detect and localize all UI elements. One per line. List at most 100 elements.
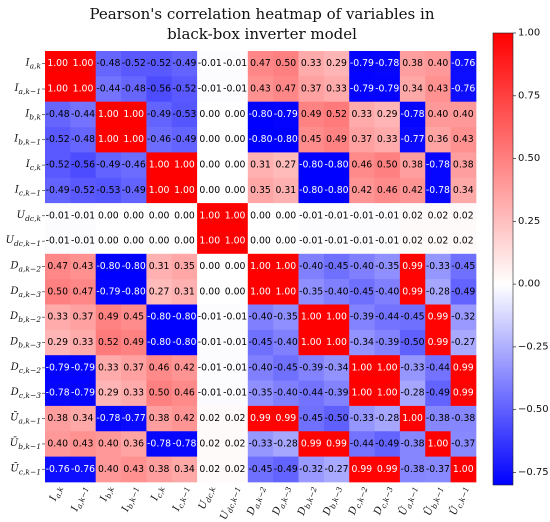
cell-value-label: 0.99 xyxy=(453,388,474,399)
heatmap-cell xyxy=(273,203,299,229)
heatmap-cells: 1.00 1.00 -0.48 -0.52 -0.52 -0.49 -0.01 -0.01 0.… xyxy=(45,51,477,483)
heatmap-cell xyxy=(425,405,451,432)
heatmap-cell xyxy=(247,329,274,356)
cell-value-label: 0.00 xyxy=(199,134,220,145)
heatmap-cell xyxy=(399,431,426,457)
heatmap-cell xyxy=(146,177,173,204)
cell-value-label: 0.00 xyxy=(225,185,246,196)
cell-value-label: 0.42 xyxy=(352,185,373,196)
row-label: Dc,k−3 xyxy=(10,387,41,400)
row-label: Da,k−3 xyxy=(10,285,42,298)
heatmap-cell xyxy=(45,405,71,432)
cell-value-label: -0.45 xyxy=(248,337,272,348)
cell-value-label: 0.27 xyxy=(275,160,296,171)
cell-value-label: 0.43 xyxy=(428,84,449,95)
label-subscript: a,k−3 xyxy=(19,289,42,298)
heatmap-cell xyxy=(450,456,477,483)
colorbar-tick-label: 0.50 xyxy=(518,153,540,164)
heatmap-cell xyxy=(450,405,477,432)
cell-value-label: 0.99 xyxy=(326,438,347,449)
label-base: D xyxy=(10,285,19,296)
heatmap-cell xyxy=(197,304,223,331)
cell-value-label: -0.79 xyxy=(46,362,70,373)
colorbar-tick-label: −0.75 xyxy=(518,467,549,478)
label-subscript: dc,k xyxy=(25,213,41,222)
heatmap-cell xyxy=(70,203,97,229)
heatmap-cell xyxy=(222,431,249,457)
heatmap-cell xyxy=(349,279,375,305)
cell-value-label: 0.99 xyxy=(377,464,398,475)
cell-value-label: -0.01 xyxy=(46,210,70,221)
heatmap-cell xyxy=(197,152,223,179)
label-subscript: a,k−2 xyxy=(19,264,42,273)
cell-value-label: -0.80 xyxy=(172,312,196,323)
label-subscript: b,k−1 xyxy=(18,441,41,450)
column-label: Db,k−3 xyxy=(321,484,344,519)
cell-value-label: 0.02 xyxy=(225,413,246,424)
label-base: I xyxy=(48,494,60,503)
heatmap-cell xyxy=(95,253,122,280)
heatmap-cell xyxy=(425,279,451,305)
heatmap-cell xyxy=(323,51,350,77)
cell-value-label: -0.01 xyxy=(223,312,247,323)
heatmap-cell xyxy=(349,177,375,204)
heatmap-cell xyxy=(273,304,299,331)
cell-value-label: -0.27 xyxy=(451,337,475,348)
heatmap-cell xyxy=(121,101,147,128)
heatmap-cell xyxy=(70,177,97,204)
cell-value-label: -0.44 xyxy=(375,312,399,323)
cell-value-label: -0.79 xyxy=(96,286,120,297)
cell-value-label: -0.34 xyxy=(350,337,374,348)
cell-value-label: 0.34 xyxy=(453,185,474,196)
heatmap-cell xyxy=(399,456,426,483)
heatmap-cell xyxy=(171,355,198,381)
heatmap-cell xyxy=(247,405,274,432)
heatmap-cell xyxy=(121,127,147,153)
cell-value-label: 0.99 xyxy=(453,362,474,373)
cell-value-label: 1.00 xyxy=(123,134,144,145)
cell-value-label: 0.46 xyxy=(149,362,170,373)
heatmap-cell xyxy=(45,76,71,103)
heatmap-cell xyxy=(450,101,477,128)
cell-value-label: 1.00 xyxy=(174,160,195,171)
heatmap-cell xyxy=(323,279,350,305)
heatmap-cell xyxy=(247,304,274,331)
cell-value-label: -0.33 xyxy=(401,362,425,373)
cell-value-label: 0.43 xyxy=(73,438,94,449)
heatmap-cell xyxy=(70,127,97,153)
cell-value-label: -0.48 xyxy=(96,58,120,69)
cell-value-label: 1.00 xyxy=(47,84,68,95)
heatmap-cell xyxy=(197,355,223,381)
cell-value-label: 0.40 xyxy=(453,109,474,120)
heatmap-cell xyxy=(349,380,375,407)
heatmap-cell xyxy=(374,76,401,103)
heatmap-cell xyxy=(197,456,223,483)
cell-value-label: -0.80 xyxy=(274,134,298,145)
cell-value-label: -0.78 xyxy=(147,438,171,449)
cell-value-label: -0.44 xyxy=(350,438,374,449)
heatmap-cell xyxy=(146,51,173,77)
cell-value-label: -0.78 xyxy=(426,185,450,196)
cell-value-label: 0.99 xyxy=(352,464,373,475)
cell-value-label: -0.49 xyxy=(122,185,146,196)
heatmap-cell xyxy=(171,253,198,280)
row-label: Ia,k xyxy=(25,57,42,70)
heatmap-cell xyxy=(425,253,451,280)
cell-value-label: 0.31 xyxy=(250,160,271,171)
cell-value-label: 0.38 xyxy=(149,464,170,475)
heatmap-cell xyxy=(146,279,173,305)
row-label: Ic,k xyxy=(25,159,42,172)
cell-value-label: 0.02 xyxy=(199,413,220,424)
label-base: I xyxy=(13,133,19,144)
cell-value-label: 0.49 xyxy=(98,312,119,323)
heatmap-cell xyxy=(425,152,451,179)
cell-value-label: -0.76 xyxy=(71,464,95,475)
heatmap-cell xyxy=(450,380,477,407)
cell-value-label: 0.33 xyxy=(98,362,119,373)
heatmap-cell xyxy=(247,355,274,381)
heatmap-cell xyxy=(171,76,198,103)
heatmap-cell xyxy=(399,127,426,153)
heatmap-cell xyxy=(273,405,299,432)
cell-value-label: 0.50 xyxy=(377,160,398,171)
label-subscript: a,k−1 xyxy=(75,486,91,510)
